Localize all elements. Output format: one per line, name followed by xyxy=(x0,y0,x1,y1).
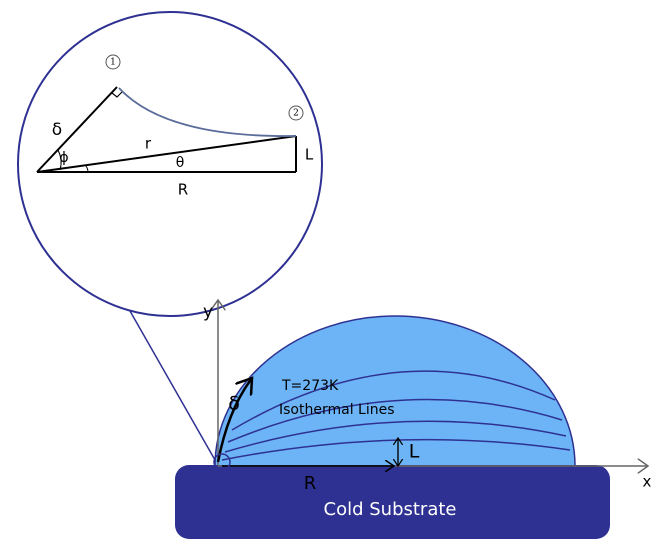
label: R xyxy=(178,181,188,199)
label: Cold Substrate xyxy=(324,499,457,520)
label: δ xyxy=(228,393,240,415)
label: θ xyxy=(176,155,185,171)
label: L xyxy=(305,146,314,164)
label: 2 xyxy=(293,109,299,119)
label: ϕ xyxy=(59,150,68,166)
label: R xyxy=(304,473,317,494)
label: x xyxy=(643,473,652,491)
label: Isothermal Lines xyxy=(279,402,395,418)
label: r xyxy=(145,135,152,153)
label: y xyxy=(203,302,213,322)
diagram: 1 2 δ ϕ r θ R L Cold Substrate y x δ T=2… xyxy=(0,0,652,545)
label: 1 xyxy=(110,58,116,68)
label: δ xyxy=(52,120,62,140)
label: T=273K xyxy=(281,378,339,394)
label: L xyxy=(409,441,420,463)
